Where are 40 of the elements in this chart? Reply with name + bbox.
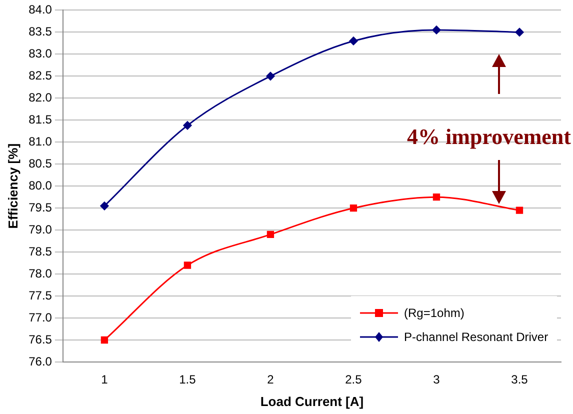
point [100, 202, 109, 210]
legend-label: (Rg=1ohm) [404, 306, 464, 320]
y-tick-label: 80.5 [28, 156, 52, 170]
y-tick-label: 82.0 [28, 90, 52, 104]
point [184, 262, 192, 269]
legend-label: P-channel Resonant Driver [404, 330, 548, 344]
y-tick-label: 83.0 [28, 46, 52, 60]
y-tick-label: 78.0 [28, 266, 52, 280]
point [432, 26, 441, 34]
y-tick-label: 84.0 [28, 2, 52, 17]
x-tick-label: 1.5 [179, 372, 196, 387]
x-tick-label: 2 [267, 372, 274, 387]
point [100, 336, 108, 344]
point [432, 194, 440, 201]
point [349, 36, 358, 46]
y-tick-label: 77.0 [28, 310, 52, 324]
y-tick-label: 81.0 [28, 134, 52, 148]
y-tick-label: 83.5 [28, 24, 52, 38]
point [515, 28, 524, 36]
y-tick-label: 79.0 [28, 222, 52, 236]
y-tick-label: 80.0 [28, 178, 52, 192]
x-tick-label: 3.5 [511, 372, 528, 387]
y-tick-label: 79.5 [28, 200, 52, 214]
point [516, 206, 524, 214]
point [266, 230, 274, 238]
annotation: 4% improvement [407, 124, 572, 149]
y-tick-label: 77.5 [28, 288, 52, 302]
x-axis-title: Load Current [A] [260, 394, 364, 409]
x-tick-label: 1 [101, 372, 108, 387]
point [183, 121, 192, 130]
point [266, 72, 275, 80]
point [350, 204, 358, 212]
y-tick-label: 78.5 [28, 244, 52, 258]
y-tick-label: 81.5 [28, 112, 52, 126]
y-tick-label: 82.5 [28, 68, 52, 82]
x-tick-label: 2.5 [345, 372, 362, 387]
y-tick-label: 76.5 [28, 332, 52, 346]
y-axis-title: Efficiency [%] [5, 143, 20, 229]
x-tick-label: 3 [433, 372, 440, 387]
y-tick-label: 76.0 [28, 354, 52, 368]
